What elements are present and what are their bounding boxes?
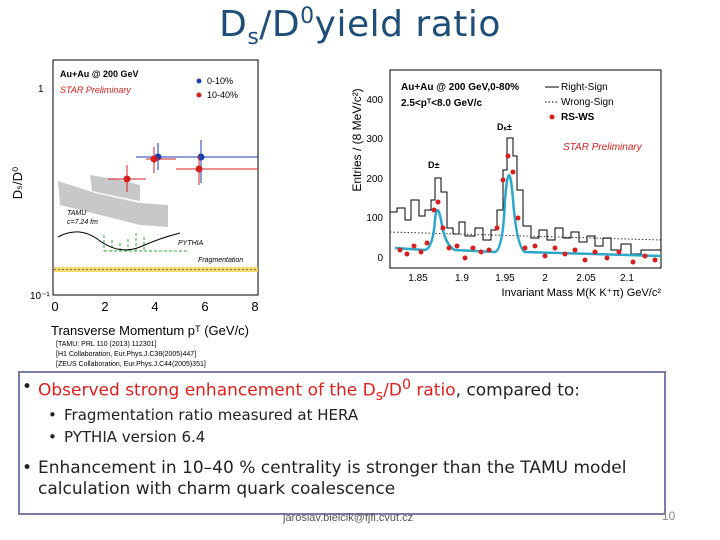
legend-right-sign: Right-Sign (561, 82, 608, 93)
frag-label: Fragmentation (198, 257, 243, 264)
right-ytick-400: 400 (366, 95, 383, 106)
left-xtick-0: 0 (51, 299, 58, 314)
left-xtick-2: 2 (101, 299, 108, 314)
peak-d-plus: D± (428, 160, 439, 170)
right-header-1: Au+Au @ 200 GeV,0-80% (401, 82, 519, 93)
fragmentation-curve (57, 231, 181, 251)
left-ytick-0.1: 10⁻¹ (30, 291, 50, 302)
left-xtick-8: 8 (251, 299, 258, 314)
pythia-label: PYTHIA (178, 240, 204, 247)
rs-ws-points (397, 153, 658, 265)
left-ytick-1: 1 (38, 84, 44, 95)
page-number: 10 (662, 509, 676, 523)
tau-label: c=7.24 fm (67, 219, 98, 226)
bullet-centrality: • Enhancement in 10–40 % centrality is st… (22, 458, 627, 499)
references: [TAMU: PRL 110 (2013) 112301] [H1 Collab… (56, 340, 206, 370)
reference-tamu: [TAMU: PRL 110 (2013) 112301] (56, 341, 157, 348)
right-y-label: Entries / (8 MeV/c²) (350, 88, 364, 191)
summary-box: • Observed strong enhancement of the Ds/D… (18, 371, 666, 515)
left-xtick-6: 6 (201, 299, 208, 314)
reference-zeus: [ZEUS Collaboration, Eur.Phys.J.C44(2005… (56, 361, 206, 368)
right-plot-frame (389, 69, 662, 269)
left-collision-label: Au+Au @ 200 GeV (60, 69, 139, 79)
footer-email: jaroslav.bielcik@fjfi.cvut.cz (283, 512, 414, 524)
left-y-label: Dₛ/D⁰ (10, 167, 25, 199)
legend-rs-ws: RS-WS (561, 112, 595, 123)
peak-ds: Dₛ± (497, 122, 512, 132)
tamu-label: TAMU (67, 210, 87, 217)
right-xtick-1.85: 1.85 (408, 273, 428, 284)
fit-curve (394, 174, 662, 258)
legend-10-40: 10-40% (207, 90, 238, 100)
right-ytick-0: 0 (377, 253, 383, 264)
right-header-2: 2.5<pᵀ<8.0 GeV/c (401, 98, 482, 109)
sub-bullet-pythia: • PYTHIA version 6.4 (48, 428, 206, 446)
left-preliminary-label: STAR Preliminary (60, 85, 131, 95)
legend-0-10: 0-10% (207, 76, 233, 86)
right-xtick-1.95: 1.95 (495, 273, 515, 284)
bullet-enhancement: • Observed strong enhancement of the Ds/D… (22, 377, 580, 405)
slide-title: Ds/D0yield ratio (219, 4, 501, 51)
right-ytick-100: 100 (366, 213, 383, 224)
right-ytick-300: 300 (366, 134, 383, 145)
right-x-label: Invariant Mass M(K K⁺π) GeV/c² (502, 287, 662, 299)
legend-wrong-sign: Wrong-Sign (561, 97, 614, 108)
reference-h1: [H1 Collaboration, Eur.Phys.J.C38(2005)4… (56, 351, 197, 358)
right-preliminary-label: STAR Preliminary (563, 142, 643, 153)
left-xtick-4: 4 (151, 299, 158, 314)
left-plot: Dₛ/D⁰ Au+Au @ 200 GeV STAR Preliminary 0… (10, 59, 259, 338)
data-10-40 (108, 147, 258, 192)
tamu-band (58, 175, 168, 227)
right-ytick-200: 200 (366, 174, 383, 185)
left-plot-frame (52, 59, 259, 296)
left-x-label: Transverse Momentum pᵀ (GeV/c) (51, 323, 249, 338)
right-xtick-2.1: 2.1 (620, 273, 634, 284)
sub-bullet-hera: • Fragmentation ratio measured at HERA (48, 406, 359, 424)
right-plot: Entries / (8 MeV/c²) Au+Au @ 200 GeV,0-8… (350, 69, 662, 299)
right-xtick-2.05: 2.05 (576, 273, 596, 284)
right-xtick-1.9: 1.9 (455, 273, 469, 284)
right-xtick-2: 2 (542, 273, 548, 284)
